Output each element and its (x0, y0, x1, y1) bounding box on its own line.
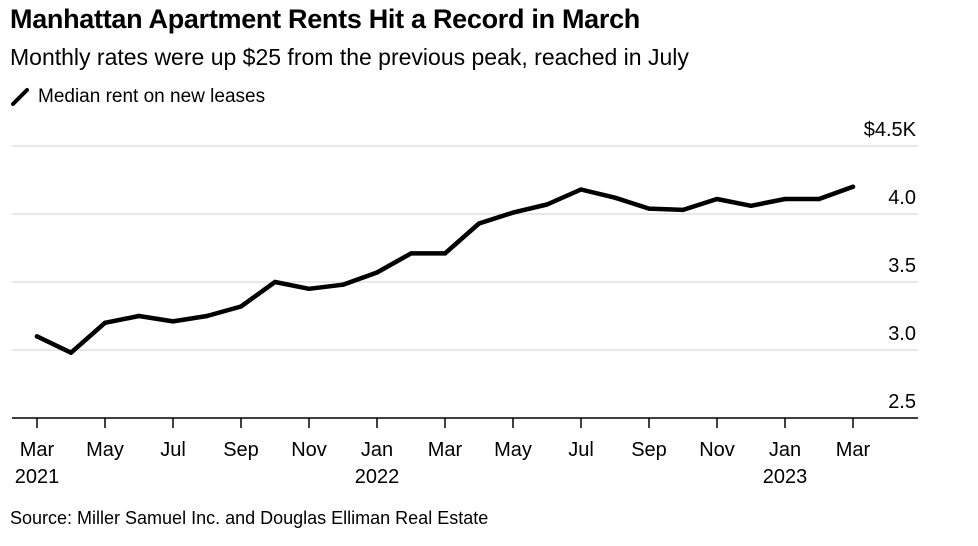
data-point (374, 270, 380, 275)
data-point (102, 320, 108, 325)
data-point (578, 187, 584, 192)
x-tick-label: May (494, 439, 532, 461)
chart-title: Manhattan Apartment Rents Hit a Record i… (10, 4, 640, 34)
x-year-label: 2023 (763, 466, 808, 488)
y-tick-label: $4.5K (864, 119, 917, 141)
data-point (782, 196, 788, 202)
data-point (408, 251, 414, 256)
data-point (204, 313, 210, 319)
y-tick-label: 3.0 (888, 323, 916, 345)
data-point (170, 319, 176, 324)
data-point (476, 221, 482, 226)
data-point (544, 202, 550, 207)
data-point (238, 304, 244, 309)
x-tick-label: Mar (428, 439, 463, 461)
data-point (340, 282, 346, 287)
x-tick-label: Jul (160, 439, 186, 461)
data-point (136, 313, 142, 319)
source-note: Source: Miller Samuel Inc. and Douglas E… (10, 508, 489, 528)
x-year-label: 2021 (15, 466, 60, 488)
data-point (748, 203, 754, 209)
x-year-label: 2022 (355, 466, 400, 488)
chart-subtitle: Monthly rates were up $25 from the previ… (10, 44, 689, 70)
x-tick-label: Nov (699, 439, 735, 461)
data-point (612, 195, 618, 200)
legend-label: Median rent on new leases (38, 86, 266, 107)
data-point (34, 334, 40, 339)
x-tick-label: Sep (223, 439, 259, 461)
legend: Median rent on new leases (10, 86, 265, 108)
y-tick-label: 4.0 (888, 187, 916, 209)
x-tick-label: Jan (769, 439, 801, 461)
data-point (510, 210, 516, 215)
data-point (272, 279, 278, 285)
y-tick-label: 2.5 (888, 391, 916, 413)
data-point (850, 184, 856, 189)
data-point (646, 206, 652, 211)
data-point (442, 251, 448, 256)
y-tick-label: 3.5 (888, 255, 916, 277)
x-tick-label: Sep (631, 439, 667, 461)
data-point (714, 196, 720, 202)
x-tick-label: Mar (836, 439, 871, 461)
legend-line-icon (11, 88, 29, 106)
x-tick-label: Jan (361, 439, 393, 461)
x-tick-label: Nov (291, 439, 327, 461)
data-point (680, 207, 686, 213)
data-point (306, 286, 312, 291)
x-tick-label: Mar (20, 439, 55, 461)
series-line-median-rent (34, 184, 856, 355)
x-tick-label: Jul (568, 439, 594, 461)
data-point (816, 196, 822, 202)
x-tick-label: May (86, 439, 124, 461)
data-point (68, 350, 74, 355)
